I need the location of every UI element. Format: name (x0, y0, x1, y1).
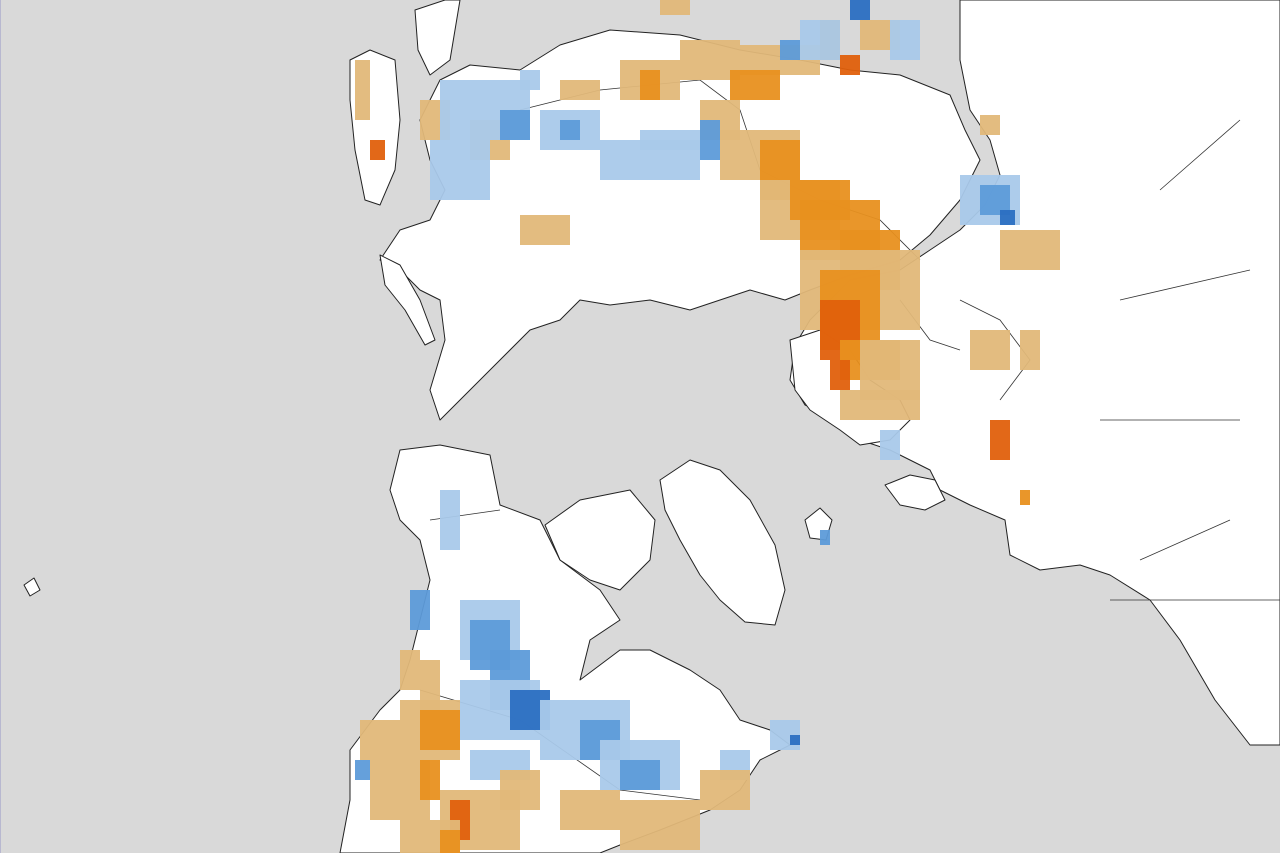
anomaly-cell (355, 760, 370, 780)
anomaly-cell (560, 120, 580, 140)
anomaly-cells (355, 0, 1060, 853)
anomaly-cell (400, 650, 420, 690)
pacific-nw (414, 0, 461, 76)
anomaly-cell (520, 70, 540, 90)
anomaly-cell (840, 390, 920, 420)
anomaly-cell (430, 140, 490, 200)
anomaly-cell (1000, 230, 1060, 270)
anomaly-cell (560, 80, 600, 100)
anomaly-cell (660, 0, 690, 15)
anomaly-cell (620, 760, 660, 790)
arctic-islands (544, 489, 656, 591)
anomaly-cell (620, 800, 700, 850)
greenland (659, 459, 786, 626)
anomaly-cell (500, 770, 540, 810)
anomaly-cell (420, 760, 440, 800)
kamchatka (379, 254, 436, 346)
anomaly-cell (830, 360, 850, 390)
anomaly-cell (410, 590, 430, 630)
anomaly-cell (1020, 490, 1030, 505)
anomaly-cell (420, 710, 460, 750)
anomaly-cell (980, 115, 1000, 135)
anomaly-cell (820, 530, 830, 545)
anomaly-cell (520, 215, 570, 245)
anomaly-cell (800, 20, 840, 60)
anomaly-cell (1020, 330, 1040, 370)
anomaly-cell (1000, 210, 1015, 225)
anomaly-cell (440, 490, 460, 550)
anomaly-cell (850, 0, 870, 20)
anomaly-cell (500, 110, 530, 140)
anomaly-cell (790, 735, 800, 745)
anomaly-cell (640, 130, 700, 150)
anomaly-cell (780, 40, 800, 60)
anomaly-cell (840, 55, 860, 75)
hawaii (23, 577, 41, 597)
anomaly-cell (560, 790, 620, 830)
anomaly-cell (990, 420, 1010, 460)
anomaly-cell (700, 120, 720, 160)
anomaly-cell (440, 830, 460, 853)
anomaly-cell (970, 330, 1010, 370)
anomaly-cell (730, 70, 780, 100)
anomaly-cell (890, 20, 920, 60)
anomaly-cell (880, 430, 900, 460)
anomaly-cell (640, 70, 660, 100)
anomaly-cell (700, 770, 750, 810)
uk (884, 474, 946, 511)
anomaly-cell (370, 140, 385, 160)
anomaly-cell (360, 720, 400, 760)
anomaly-cell (355, 60, 370, 120)
